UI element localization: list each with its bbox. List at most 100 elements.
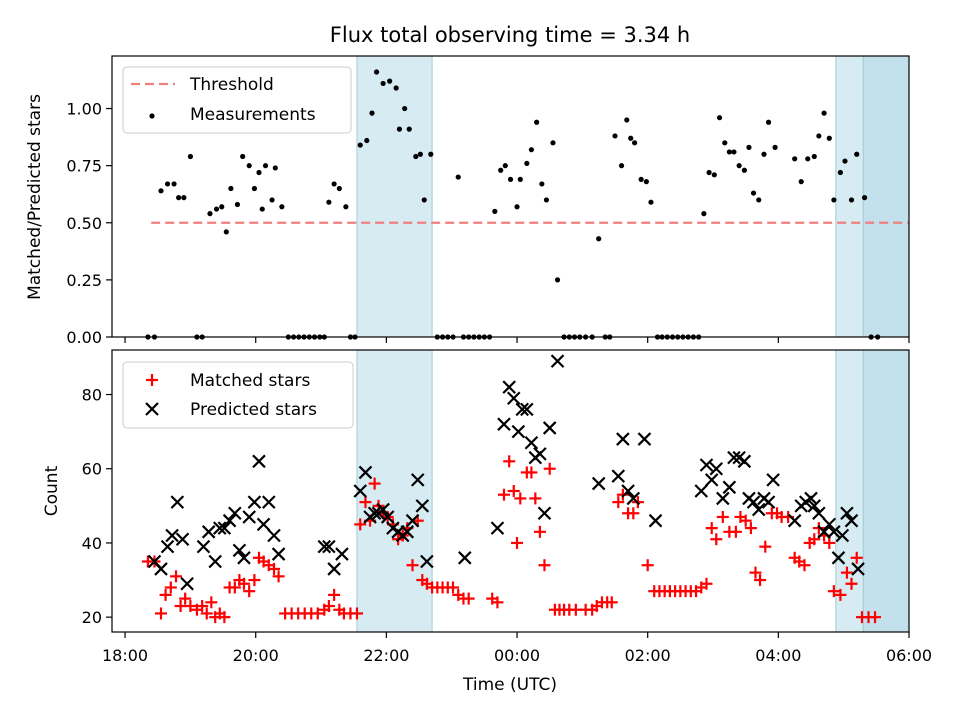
measurement-point xyxy=(380,80,386,87)
predicted-star-point xyxy=(180,576,194,591)
predicted-star-point xyxy=(405,513,420,528)
predicted-star-point xyxy=(761,495,776,509)
legend-predicted-swatch xyxy=(145,402,159,416)
matched-star-point xyxy=(447,581,460,594)
predicted-star-point xyxy=(262,495,276,509)
predicted-star-point xyxy=(727,450,741,465)
legend-measurements-label: Measurements xyxy=(190,105,316,125)
measurement-point xyxy=(746,144,752,150)
matched-star-point xyxy=(754,574,767,587)
predicted-star-point xyxy=(170,495,185,509)
matched-star-point xyxy=(808,533,821,546)
predicted-star-point xyxy=(165,528,179,543)
legend-threshold-label: Threshold xyxy=(189,75,274,95)
predicted-star-point xyxy=(840,506,854,521)
bottom-y-tick-label: 20 xyxy=(82,608,102,627)
measurement-point xyxy=(421,197,427,203)
predicted-star-point xyxy=(533,447,547,461)
predicted-star-point xyxy=(490,521,505,535)
measurement-point xyxy=(517,176,523,182)
matched-star-point xyxy=(511,536,524,549)
measurement-point xyxy=(369,110,375,116)
measurement-point xyxy=(792,156,798,162)
measurement-point xyxy=(387,78,393,84)
predicted-star-point xyxy=(322,539,336,554)
matched-star-point xyxy=(538,559,551,572)
measurement-point xyxy=(240,153,246,160)
measurement-point xyxy=(837,169,844,176)
legend-predicted-label: Predicted stars xyxy=(190,400,317,420)
matched-star-point xyxy=(184,600,197,613)
matched-star-point xyxy=(729,525,742,538)
matched-star-point xyxy=(507,485,520,497)
chart-title: Flux total observing time = 3.34 h xyxy=(330,23,690,47)
predicted-star-point xyxy=(787,513,802,528)
bottom-y-tick-label: 40 xyxy=(82,534,102,553)
predicted-star-point xyxy=(267,528,281,543)
measurement-point xyxy=(213,206,220,212)
measurement-point xyxy=(262,163,269,169)
measurement-point xyxy=(811,153,817,160)
legend-matched-swatch xyxy=(146,374,158,386)
measurement-point xyxy=(176,195,182,201)
predicted-star-point xyxy=(410,473,425,487)
matched-star-point xyxy=(354,518,367,531)
matched-star-point xyxy=(322,600,335,613)
predicted-star-point xyxy=(520,402,534,417)
measurement-point xyxy=(259,206,265,212)
measurement-point xyxy=(826,135,832,141)
measurement-point xyxy=(402,105,408,112)
matched-star-point xyxy=(159,588,172,601)
measurement-point xyxy=(406,126,412,132)
predicted-star-point xyxy=(611,469,626,483)
measurement-point xyxy=(272,165,278,171)
x-tick-label: 06:00 xyxy=(886,646,932,665)
bottom-y-tick-label: 60 xyxy=(82,460,102,479)
measurement-point xyxy=(331,181,337,187)
measurement-point xyxy=(821,110,827,116)
matched-star-point xyxy=(196,600,209,613)
predicted-star-point xyxy=(851,562,865,576)
measurement-point xyxy=(492,208,498,214)
matched-star-point xyxy=(205,596,218,609)
predicted-star-point xyxy=(822,517,837,532)
measurement-point xyxy=(765,119,772,125)
predicted-star-point xyxy=(232,543,247,558)
measurement-point xyxy=(628,135,634,141)
measurement-point xyxy=(761,151,767,157)
measurement-point xyxy=(326,199,332,205)
top-ylabel: Matched/Predicted stars xyxy=(25,94,45,300)
predicted-star-point xyxy=(242,510,256,524)
measurement-point xyxy=(596,236,602,242)
measurement-point xyxy=(171,181,177,187)
measurement-point xyxy=(534,119,540,125)
predicted-star-point xyxy=(699,458,714,472)
measurement-point xyxy=(528,147,535,153)
measurement-point xyxy=(701,211,707,217)
matched-star-point xyxy=(716,510,729,523)
matched-star-point xyxy=(850,551,863,564)
matched-star-point xyxy=(237,577,250,590)
predicted-star-point xyxy=(524,435,539,450)
predicted-star-point xyxy=(335,547,349,561)
top-legend: Threshold Measurements xyxy=(122,66,352,134)
matched-star-point xyxy=(798,559,811,572)
measurement-point xyxy=(643,179,649,185)
measurement-point xyxy=(279,204,285,210)
matched-star-point xyxy=(533,525,546,538)
measurement-point xyxy=(756,197,762,203)
measurement-point xyxy=(507,176,514,182)
measurement-point xyxy=(716,115,723,121)
predicted-star-point xyxy=(709,461,724,476)
predicted-star-point xyxy=(722,480,737,495)
predicted-star-point xyxy=(694,484,709,498)
predicted-star-point xyxy=(317,539,332,554)
measurement-point xyxy=(848,197,855,203)
measurement-point xyxy=(726,149,732,155)
measurement-point xyxy=(648,199,654,205)
predicted-star-point xyxy=(208,554,222,569)
predicted-star-point xyxy=(626,491,641,506)
measurement-point xyxy=(158,188,164,194)
bottom-legend: Matched stars Predicted stars xyxy=(122,361,354,429)
